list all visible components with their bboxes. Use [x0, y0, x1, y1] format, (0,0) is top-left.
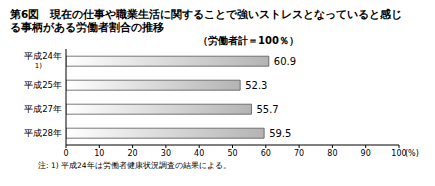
- svg-text:30: 30: [161, 149, 171, 158]
- svg-text:60: 60: [261, 149, 271, 158]
- svg-text:70: 70: [294, 149, 304, 158]
- svg-text:平成28年: 平成28年: [24, 128, 62, 138]
- svg-text:(%): (%): [405, 149, 419, 158]
- svg-text:90: 90: [361, 149, 371, 158]
- svg-text:0: 0: [63, 149, 68, 158]
- html-text:第6図 現在の仕事や職業生活に関することで強いストレスとなっ: 第6図 現在の仕事や職業生活に関することで強いストレスとなっていると感じる事柄が…: [10, 8, 403, 33]
- html-text:（労働者計＝100％）: （労働者計＝100％）: [198, 35, 299, 46]
- svg-text:平成27年: 平成27年: [24, 104, 62, 114]
- svg-text:80: 80: [327, 149, 337, 158]
- svg-text:20: 20: [128, 149, 138, 158]
- svg-text:50: 50: [227, 149, 237, 158]
- svg-text:100: 100: [391, 148, 407, 158]
- svg-text:平成24年1): 平成24年1): [24, 51, 62, 70]
- html-text:注: 1) 平成24年は労働者健康状況調査の結果による。: 注: 1) 平成24年は労働者健康状況調査の結果による。: [38, 161, 231, 170]
- svg-text:60.9: 60.9: [274, 56, 296, 67]
- svg-text:55.7: 55.7: [256, 104, 278, 115]
- svg-text:59.5: 59.5: [269, 128, 291, 139]
- svg-text:40: 40: [194, 149, 204, 158]
- svg-text:10: 10: [94, 149, 104, 158]
- svg-text:平成25年: 平成25年: [24, 80, 62, 90]
- svg-text:52.3: 52.3: [245, 80, 267, 91]
